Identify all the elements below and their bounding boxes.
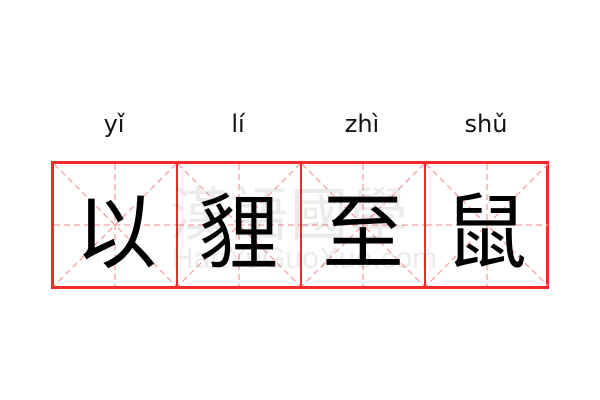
character-cell: 鼠 (424, 164, 548, 286)
character-cell: 至 (300, 164, 424, 286)
character: 以 (74, 185, 157, 281)
character-cell: 以 (54, 164, 178, 286)
character: 鼠 (444, 185, 527, 281)
watermark-latin: HanYuGuoXue.com (172, 242, 438, 275)
watermark-chinese: 漢語國學 (170, 181, 411, 249)
guide-lines (302, 164, 424, 286)
guide-lines (426, 164, 548, 286)
pinyin-1: yǐ (103, 110, 125, 138)
character-cell: 貍 (176, 164, 300, 286)
pinyin-3: zhì (344, 110, 380, 138)
character: 至 (321, 185, 404, 281)
guide-lines (54, 164, 176, 286)
pinyin-4: shǔ (464, 110, 508, 138)
guide-lines (178, 164, 300, 286)
character: 貍 (197, 185, 280, 281)
character-grid: 以 貍 至 鼠 (51, 161, 549, 289)
pinyin-2: lí (231, 110, 245, 138)
